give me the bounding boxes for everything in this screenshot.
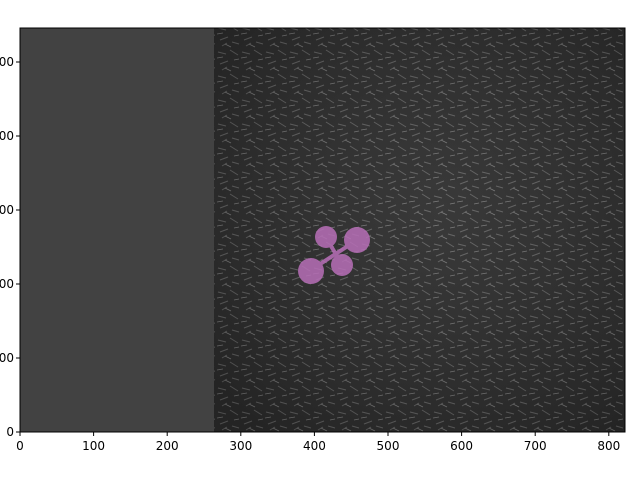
masked-region (20, 28, 214, 432)
x-tick-label: 300 (229, 439, 252, 453)
soil-image-shading (214, 28, 625, 432)
y-tick-label: 00 (0, 351, 14, 365)
y-tick-label: 0 (6, 425, 14, 439)
x-tick-label: 600 (450, 439, 473, 453)
x-tick-label: 400 (303, 439, 326, 453)
seedling-leaf (331, 254, 353, 276)
x-tick-label: 0 (16, 439, 24, 453)
y-tick-label: 00 (0, 55, 14, 69)
image-area (20, 28, 625, 432)
x-axis: 0 100 200 300 400 500 600 700 800 (16, 432, 620, 453)
x-tick-label: 800 (597, 439, 620, 453)
x-tick-label: 100 (82, 439, 105, 453)
x-tick-label: 200 (156, 439, 179, 453)
seedling-leaf (344, 227, 370, 253)
x-tick-label: 700 (524, 439, 547, 453)
x-tick-label: 500 (377, 439, 400, 453)
y-tick-label: 00 (0, 129, 14, 143)
y-tick-label: 00 (0, 277, 14, 291)
y-tick-label: 00 (0, 203, 14, 217)
seedling-leaf (315, 226, 337, 248)
seedling-leaf (298, 258, 324, 284)
plant-seedling-overlay (298, 226, 370, 284)
axes-frame (19, 27, 626, 433)
